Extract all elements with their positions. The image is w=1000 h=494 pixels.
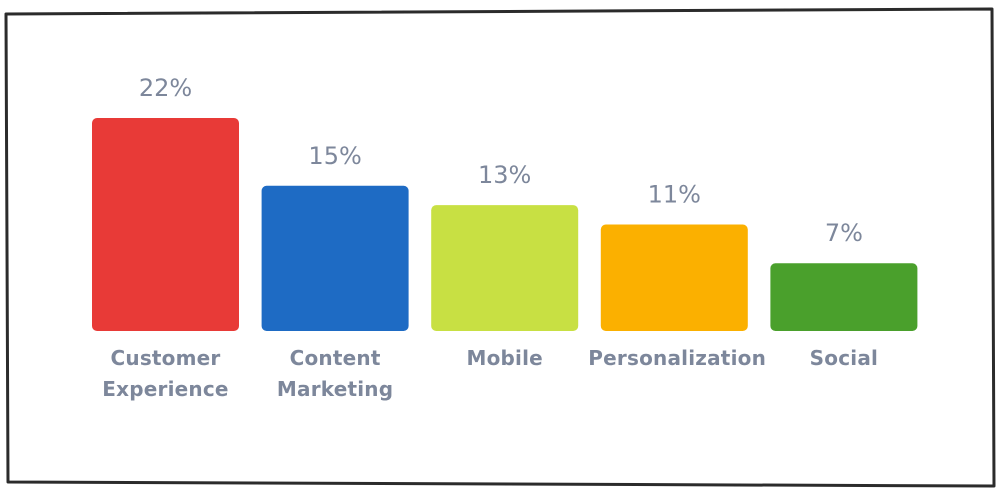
bar	[770, 263, 918, 331]
category-label: Content Marketing	[276, 346, 394, 401]
bar	[600, 224, 748, 331]
category-label: Customer Experience	[102, 346, 229, 401]
bar	[92, 118, 239, 331]
category-label: Mobile	[466, 346, 543, 370]
category-label: Personalization	[588, 346, 767, 370]
category-label: Social	[809, 346, 879, 370]
value-label: 13%	[478, 161, 531, 189]
value-label: 11%	[648, 181, 701, 209]
value-label: 15%	[308, 142, 361, 170]
bar	[431, 205, 579, 331]
value-label: 22%	[139, 74, 192, 102]
bar	[261, 185, 409, 331]
value-label: 7%	[825, 219, 863, 247]
